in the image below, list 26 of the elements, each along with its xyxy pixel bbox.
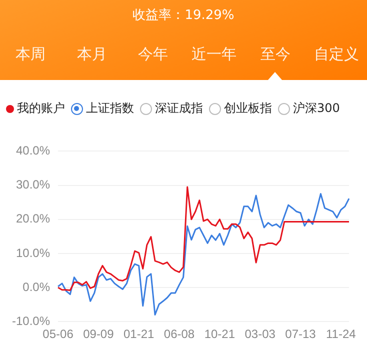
y-tick-label: 40.0% bbox=[16, 144, 50, 158]
x-tick-label: 01-21 bbox=[123, 327, 155, 342]
y-tick-label: 0.0% bbox=[22, 280, 50, 294]
y-tick-label: 30.0% bbox=[16, 178, 50, 192]
text: 本月 bbox=[76, 45, 108, 64]
text: 本周 bbox=[14, 45, 47, 64]
x-tick-label: 09-09 bbox=[83, 327, 114, 342]
y-tick-label: 10.0% bbox=[16, 246, 50, 260]
text: 创业板指 bbox=[224, 100, 272, 117]
x-tick-label: 10-21 bbox=[204, 327, 236, 342]
x-tick-label: 07-13 bbox=[285, 327, 316, 342]
x-tick-label: 11-24 bbox=[326, 327, 356, 342]
legend-label: 上证指数 bbox=[86, 100, 134, 117]
text: 至今 bbox=[259, 45, 292, 64]
text: 深证成指 bbox=[155, 100, 203, 117]
text: 近一年 bbox=[190, 45, 238, 64]
y-tick-label: -10.0% bbox=[12, 314, 50, 328]
text: 沪深300 bbox=[293, 100, 340, 117]
x-tick-label: 03-03 bbox=[244, 327, 276, 342]
text: 今年 bbox=[136, 45, 169, 64]
x-tick-label: 05-06 bbox=[42, 327, 74, 342]
legend-label: 我的账户 bbox=[17, 100, 65, 117]
y-tick-label: 20.0% bbox=[16, 212, 50, 226]
chart-title: 收益率：19.29% bbox=[132, 7, 236, 24]
text: 自定义 bbox=[312, 45, 360, 64]
x-tick-label: 06-08 bbox=[164, 327, 195, 342]
